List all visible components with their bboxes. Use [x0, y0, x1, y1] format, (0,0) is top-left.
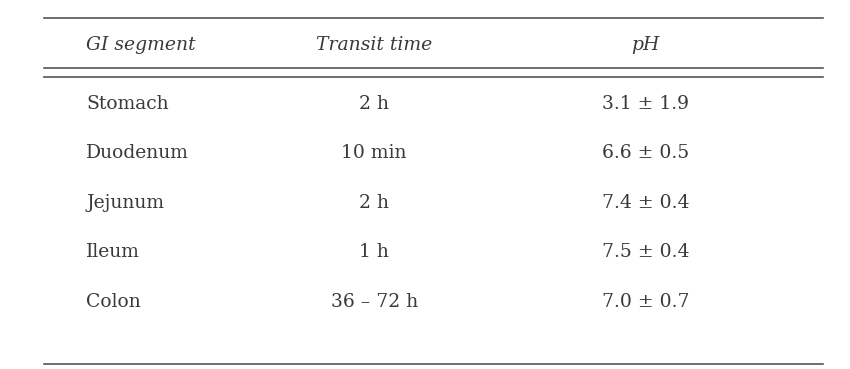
Text: Duodenum: Duodenum — [86, 144, 189, 162]
Text: 2 h: 2 h — [360, 95, 389, 113]
Text: 3.1 ± 1.9: 3.1 ± 1.9 — [602, 95, 688, 113]
Text: GI segment: GI segment — [86, 36, 196, 54]
Text: 6.6 ± 0.5: 6.6 ± 0.5 — [602, 144, 688, 162]
Text: Colon: Colon — [86, 293, 141, 311]
Text: Stomach: Stomach — [86, 95, 169, 113]
Text: 7.4 ± 0.4: 7.4 ± 0.4 — [602, 194, 689, 212]
Text: Ileum: Ileum — [86, 243, 140, 261]
Text: 2 h: 2 h — [360, 194, 389, 212]
Text: 1 h: 1 h — [360, 243, 389, 261]
Text: pH: pH — [631, 36, 660, 54]
Text: 7.0 ± 0.7: 7.0 ± 0.7 — [602, 293, 689, 311]
Text: 36 – 72 h: 36 – 72 h — [331, 293, 418, 311]
Text: Jejunum: Jejunum — [86, 194, 164, 212]
Text: Transit time: Transit time — [316, 36, 433, 54]
Text: 7.5 ± 0.4: 7.5 ± 0.4 — [602, 243, 689, 261]
Text: 10 min: 10 min — [342, 144, 407, 162]
